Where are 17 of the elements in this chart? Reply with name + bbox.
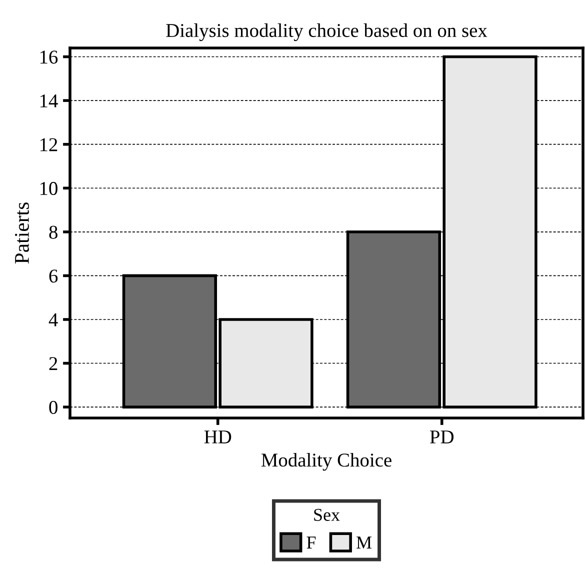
y-tick-label: 14 — [40, 94, 58, 108]
y-tick-label: 16 — [40, 50, 58, 64]
y-tick-label: 0 — [49, 400, 58, 414]
x-tick-label: HD — [204, 430, 232, 444]
y-tick-label: 8 — [49, 226, 58, 239]
y-tick-label: 6 — [49, 270, 58, 283]
legend-title: Sex — [314, 508, 340, 521]
y-tick-label: 12 — [40, 138, 58, 152]
y-tick-label: 10 — [40, 182, 58, 196]
y-axis-title: Patierts — [14, 202, 29, 264]
legend-label: F — [306, 536, 316, 548]
y-tick-label: 4 — [48, 313, 58, 326]
legend-label: M — [356, 536, 372, 548]
x-tick-label: PD — [430, 430, 454, 444]
y-tick-label: 2 — [49, 357, 58, 370]
x-axis-title: Modality Choice — [261, 452, 392, 471]
chart-title: Dialysis modality choice based on on sex — [166, 23, 488, 42]
